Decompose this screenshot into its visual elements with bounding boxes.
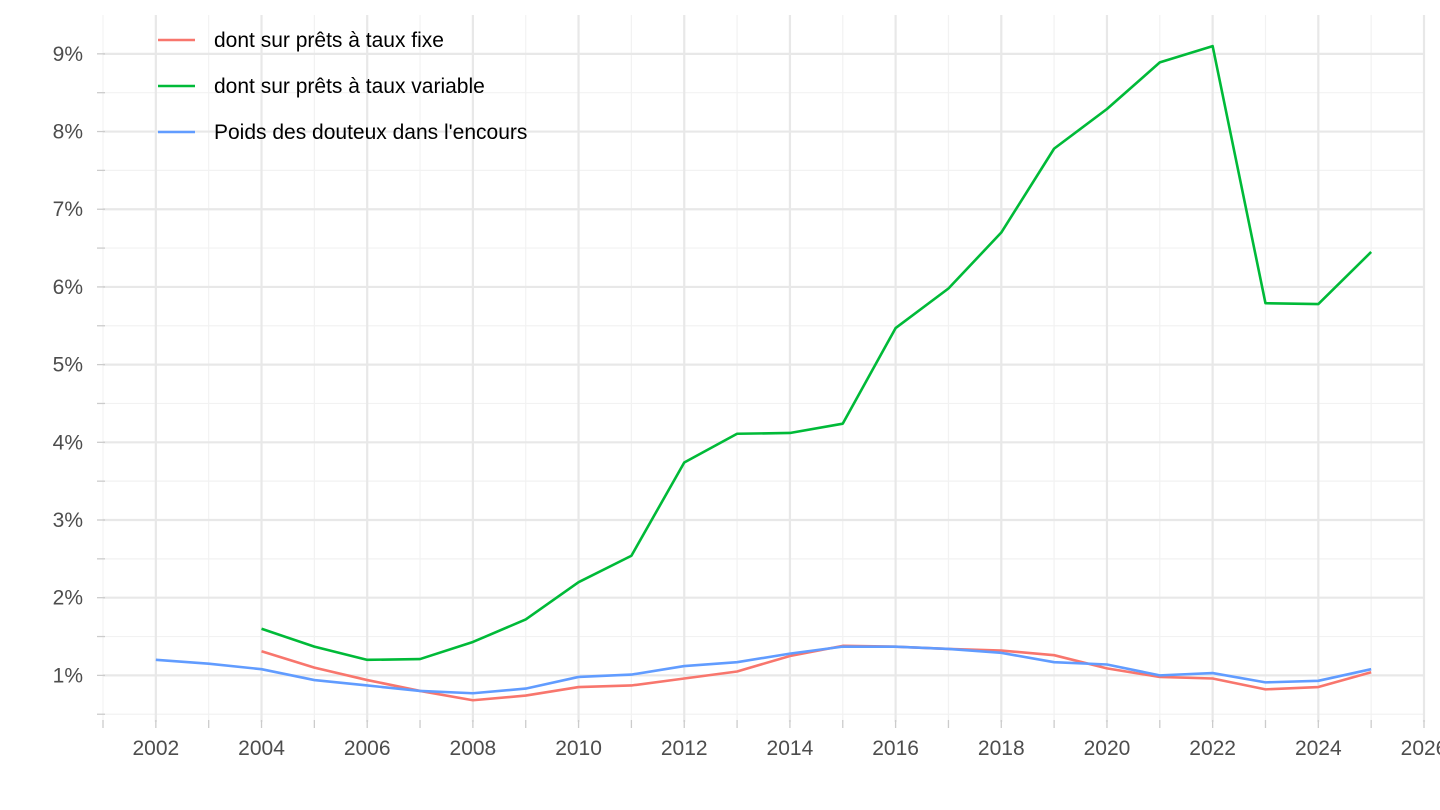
x-tick-label: 2010 (555, 737, 602, 760)
x-tick-label: 2002 (132, 737, 179, 760)
x-tick-label: 2014 (767, 737, 814, 760)
y-tick-label: 4% (53, 431, 83, 454)
y-tick-label: 9% (53, 43, 83, 66)
y-tick-label: 8% (53, 121, 83, 144)
x-tick-label: 2016 (872, 737, 919, 760)
series-line-3 (155, 645, 1372, 695)
y-tick-label: 7% (53, 198, 83, 221)
x-tick-label: 2024 (1295, 737, 1342, 760)
x-axis-tick-labels: 2002 2004 2006 2008 2010 2012 2014 2016 2018 2020… (132, 737, 1440, 760)
y-tick-label: 5% (53, 354, 83, 377)
legend: dont sur prêts à taux fixe dont sur prêts… (158, 29, 527, 144)
major-gridlines (103, 15, 1426, 722)
legend-label: dont sur prêts à taux fixe (214, 29, 444, 52)
x-tick-label: 2026 (1401, 737, 1440, 760)
x-tick-label: 2020 (1084, 737, 1131, 760)
x-tick-label: 2018 (978, 737, 1025, 760)
series-lines (155, 44, 1373, 702)
x-tick-label: 2006 (344, 737, 391, 760)
y-tick-label: 1% (53, 664, 83, 687)
x-tick-label: 2004 (238, 737, 285, 760)
y-tick-label: 2% (53, 587, 83, 610)
axis-ticks (97, 53, 1425, 728)
y-tick-label: 3% (53, 509, 83, 532)
y-tick-label: 6% (53, 276, 83, 299)
x-tick-label: 2008 (450, 737, 497, 760)
x-tick-label: 2022 (1189, 737, 1236, 760)
legend-label: dont sur prêts à taux variable (214, 75, 485, 98)
minor-gridlines (102, 15, 1424, 722)
y-axis-tick-labels: 1% 2% 3% 4% 5% 6% 7% 8% 9% (53, 43, 83, 688)
series-line-2 (261, 44, 1373, 662)
legend-label: Poids des douteux dans l'encours (214, 121, 527, 144)
x-tick-label: 2012 (661, 737, 708, 760)
